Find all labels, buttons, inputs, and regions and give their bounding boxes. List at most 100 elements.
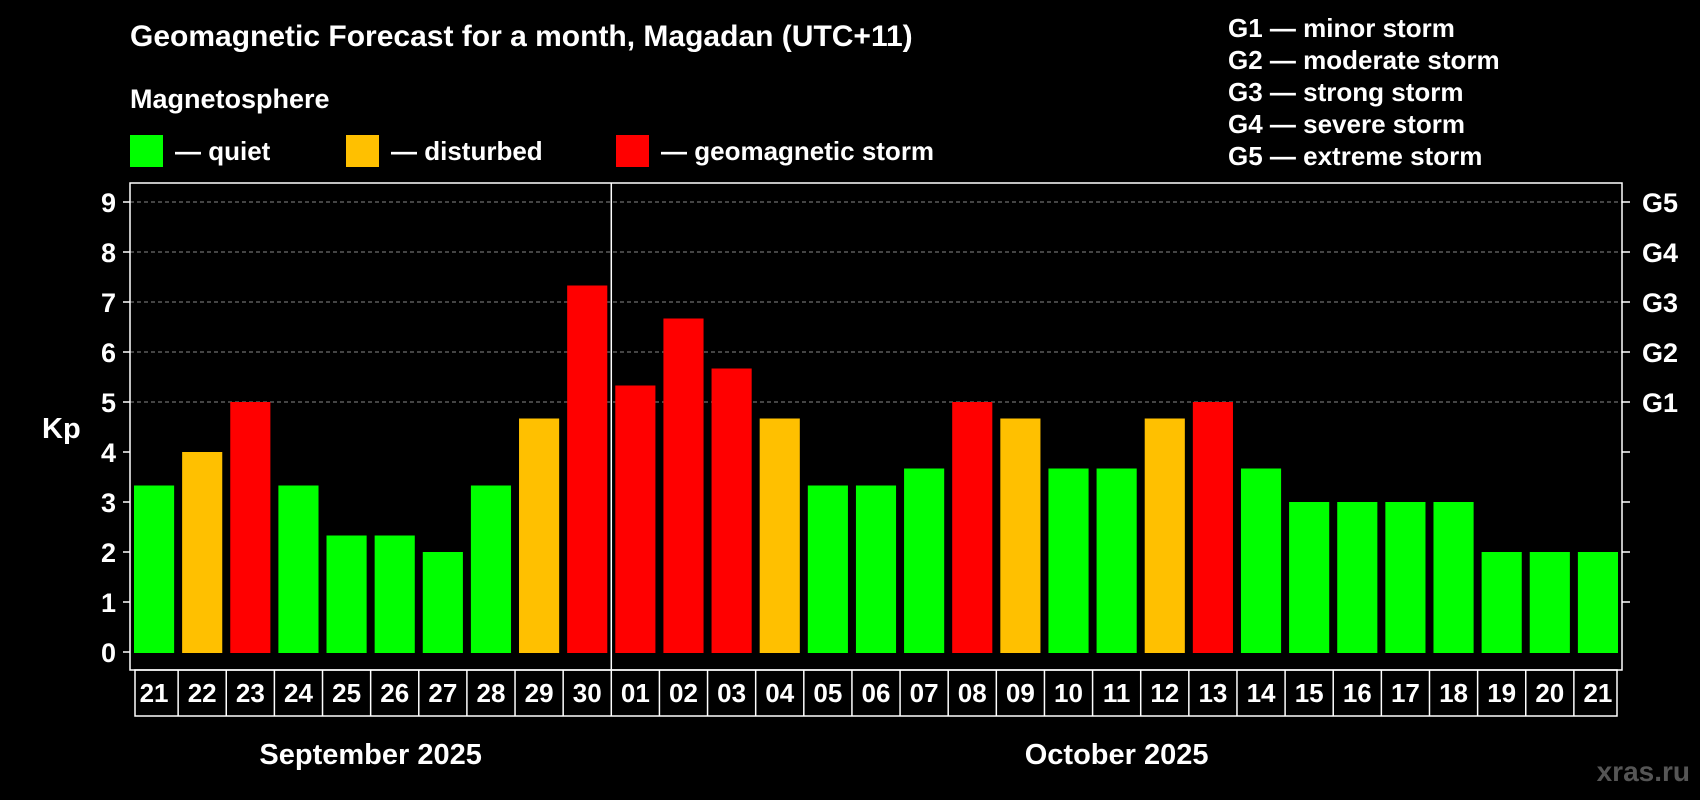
bar-10: [615, 385, 656, 653]
bar-29: [1529, 552, 1570, 653]
xtick-label-24: 15: [1295, 678, 1324, 708]
bar-0: [134, 485, 175, 653]
legend-label-storm: — geomagnetic storm: [661, 135, 935, 166]
bar-13: [759, 418, 800, 653]
bar-6: [422, 552, 463, 653]
xtick-label-9: 30: [573, 678, 602, 708]
right-axis-g5: G5: [1642, 188, 1678, 218]
xtick-label-16: 07: [910, 678, 939, 708]
bar-30: [1577, 552, 1618, 653]
xtick-label-30: 21: [1583, 678, 1612, 708]
month-label-0: September 2025: [259, 739, 481, 771]
xtick-label-19: 10: [1054, 678, 1083, 708]
legend-item-storm: — geomagnetic storm: [616, 134, 934, 168]
bar-4: [326, 535, 367, 653]
bar-8: [519, 418, 560, 653]
xtick-label-13: 04: [765, 678, 794, 708]
g-scale-g4: G4 — severe storm: [1228, 109, 1466, 139]
ytick-label-8: 8: [101, 238, 116, 268]
bar-25: [1337, 502, 1378, 653]
ytick-label-6: 6: [101, 338, 116, 368]
xtick-label-5: 26: [380, 678, 409, 708]
watermark: xras.ru: [1596, 756, 1690, 787]
bar-21: [1144, 418, 1185, 653]
xtick-label-10: 01: [621, 678, 650, 708]
xtick-label-6: 27: [428, 678, 457, 708]
right-axis-g1: G1: [1642, 388, 1678, 418]
g-scale-legend: G1 — minor storm G2 — moderate storm G3 …: [1228, 12, 1500, 172]
ytick-label-1: 1: [101, 588, 116, 618]
xtick-label-28: 19: [1487, 678, 1516, 708]
ytick-label-3: 3: [101, 488, 116, 518]
g-scale-g5: G5 — extreme storm: [1228, 141, 1483, 171]
bar-7: [470, 485, 512, 653]
xtick-label-11: 02: [669, 678, 698, 708]
xtick-label-25: 16: [1343, 678, 1372, 708]
bar-23: [1240, 468, 1282, 653]
xtick-label-8: 29: [525, 678, 554, 708]
ytick-label-4: 4: [101, 438, 116, 468]
xtick-label-17: 08: [958, 678, 987, 708]
chart-title: Geomagnetic Forecast for a month, Magada…: [130, 20, 913, 53]
bar-20: [1096, 468, 1137, 653]
ytick-label-5: 5: [101, 388, 116, 418]
bar-27: [1433, 502, 1474, 653]
g-scale-g1: G1 — minor storm: [1228, 13, 1455, 43]
xtick-label-14: 05: [813, 678, 842, 708]
xtick-label-23: 14: [1247, 678, 1276, 708]
bar-28: [1481, 552, 1522, 653]
legend-item-quiet: — quiet: [130, 134, 270, 168]
ytick-label-7: 7: [101, 288, 116, 318]
xtick-label-27: 18: [1439, 678, 1468, 708]
ytick-label-2: 2: [101, 538, 116, 568]
bar-22: [1192, 402, 1233, 653]
bar-24: [1289, 502, 1330, 653]
xtick-label-4: 25: [332, 678, 361, 708]
bar-12: [711, 368, 752, 653]
bar-16: [904, 468, 945, 653]
right-axis-g2: G2: [1642, 338, 1678, 368]
legend-label-disturbed: — disturbed: [391, 135, 543, 166]
y-axis-label: Kp: [42, 413, 81, 445]
legend-heading: Magnetosphere: [130, 84, 330, 114]
xtick-label-22: 13: [1198, 678, 1227, 708]
bar-26: [1385, 502, 1426, 653]
ytick-label-9: 9: [101, 188, 116, 218]
month-label-1: October 2025: [1025, 739, 1209, 771]
bar-2: [230, 402, 271, 653]
legend-label-quiet: — quiet: [175, 135, 271, 166]
bar-3: [278, 485, 319, 653]
xtick-label-3: 24: [284, 678, 313, 708]
ytick-label-0: 0: [101, 638, 116, 668]
legend-swatch-disturbed: [346, 135, 379, 167]
bar-11: [663, 318, 704, 653]
xtick-label-7: 28: [477, 678, 506, 708]
xtick-label-18: 09: [1006, 678, 1035, 708]
right-axis-g4: G4: [1642, 238, 1678, 268]
xtick-label-29: 20: [1535, 678, 1564, 708]
g-scale-g3: G3 — strong storm: [1228, 77, 1464, 107]
legend-item-disturbed: — disturbed: [346, 134, 543, 168]
xtick-label-26: 17: [1391, 678, 1420, 708]
bar-1: [182, 452, 223, 653]
bar-17: [952, 402, 993, 653]
bar-15: [855, 485, 897, 653]
xtick-label-21: 12: [1150, 678, 1179, 708]
date-row-frame: [134, 669, 1618, 717]
xtick-label-0: 21: [140, 678, 169, 708]
xtick-label-12: 03: [717, 678, 746, 708]
right-axis-g3: G3: [1642, 288, 1678, 318]
legend-swatch-storm: [616, 135, 649, 167]
xtick-label-15: 06: [862, 678, 891, 708]
xtick-label-20: 11: [1103, 678, 1131, 708]
legend-swatch-quiet: [130, 135, 163, 167]
bar-18: [1000, 418, 1041, 653]
g-scale-g2: G2 — moderate storm: [1228, 45, 1500, 75]
bar-5: [374, 535, 415, 653]
xtick-label-2: 23: [236, 678, 265, 708]
bar-14: [807, 485, 848, 653]
xtick-label-1: 22: [188, 678, 217, 708]
bar-9: [567, 285, 608, 653]
bar-19: [1048, 468, 1089, 653]
